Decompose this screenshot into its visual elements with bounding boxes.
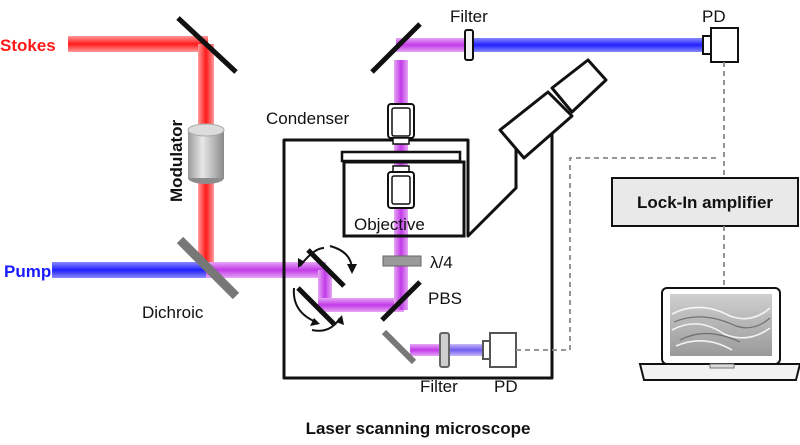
combined-beam-top	[396, 38, 470, 52]
pump-beam	[52, 262, 212, 278]
objective-label: Objective	[354, 215, 425, 234]
stokes-label: Stokes	[0, 36, 56, 55]
lock-in-amplifier-box	[611, 177, 799, 227]
condenser-label: Condenser	[266, 109, 350, 128]
filter-bottom-label: Filter	[420, 377, 458, 396]
beam-to-bottom-pd	[410, 344, 444, 356]
top-mirror	[370, 22, 422, 74]
quarter-wave-plate-icon	[382, 255, 422, 267]
pd-bottom-icon	[482, 332, 517, 368]
microscope-label: Laser scanning microscope	[306, 419, 531, 438]
bottom-dichroic-mirror	[381, 329, 417, 365]
laptop-icon	[638, 287, 800, 381]
filter-top-icon	[464, 29, 474, 61]
pump-label: Pump	[4, 262, 51, 281]
condenser-icon	[387, 103, 415, 145]
sample-stage	[340, 150, 462, 163]
dichroic-mirror	[176, 236, 240, 300]
pd-top-icon	[702, 27, 739, 63]
filter-bottom-icon	[439, 332, 450, 368]
signal-cables	[516, 62, 725, 351]
eyepiece	[498, 58, 608, 160]
lock-in-label: Lock-In amplifier	[637, 193, 773, 212]
scan-mirror-1	[306, 248, 346, 288]
objective-icon	[387, 165, 415, 209]
arrowhead-icon	[298, 258, 357, 326]
pd-bottom-label: PD	[494, 377, 518, 396]
modulator-label: Modulator	[167, 119, 186, 202]
combined-beam-input	[206, 262, 326, 278]
stokes-mirror	[176, 16, 238, 74]
pd-top-label: PD	[702, 7, 726, 26]
quarter-wave-label: λ/4	[430, 253, 453, 272]
scan-mirror-2	[296, 286, 336, 326]
filter-top-label: Filter	[450, 7, 488, 26]
dichroic-label: Dichroic	[142, 303, 204, 322]
pbs-label: PBS	[428, 289, 462, 308]
beam-to-bottom-pd-filtered	[446, 344, 486, 356]
stokes-beam-horizontal	[68, 36, 208, 52]
pump-beam-top	[470, 38, 708, 52]
pbs-mirror	[380, 280, 422, 322]
modulator-icon	[187, 123, 225, 184]
combined-beam-to-pbs	[318, 298, 404, 312]
